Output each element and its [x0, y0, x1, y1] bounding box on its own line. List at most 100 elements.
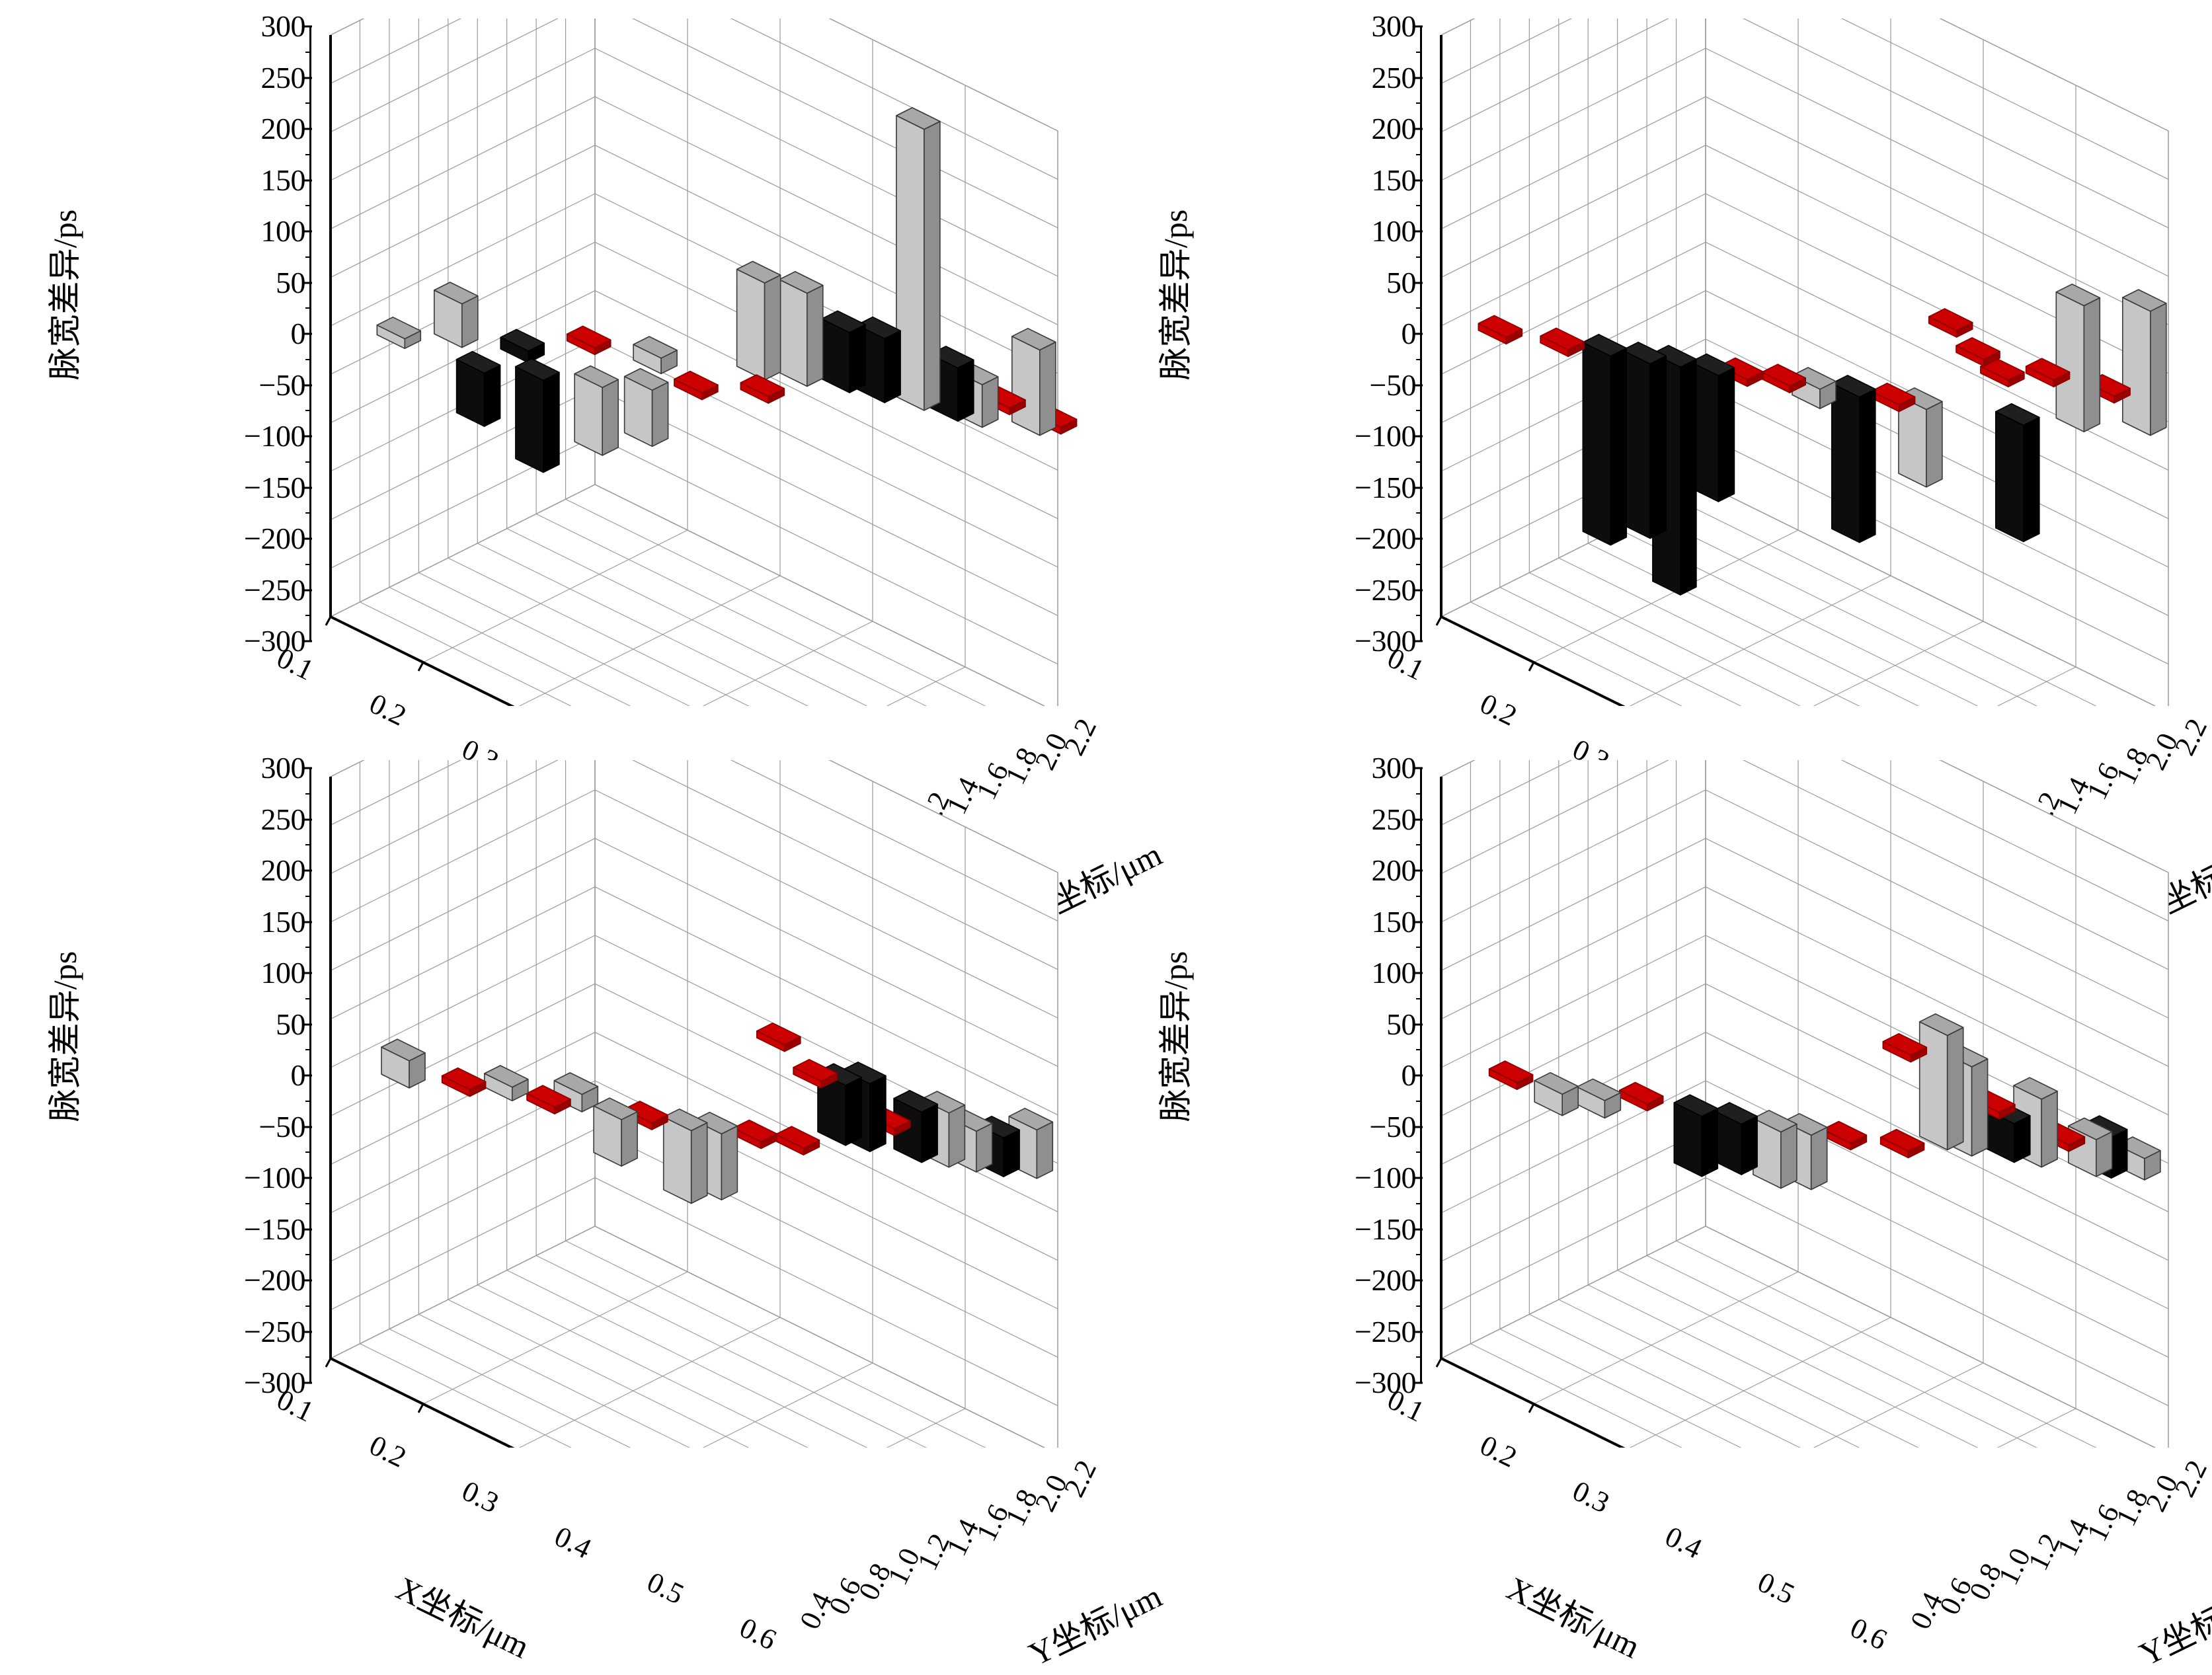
z-tick-label: −100: [1355, 1161, 1416, 1194]
z-tick-mark: [1413, 818, 1423, 820]
z-tick-mark-minor: [1416, 615, 1422, 617]
bar-3d: [455, 350, 501, 427]
bar-3d: [2055, 283, 2101, 433]
z-tick-label: −150: [244, 470, 305, 504]
z-tick-mark-minor: [1416, 410, 1422, 412]
bar-3d: [1582, 334, 1628, 546]
z-tick-mark: [1413, 767, 1423, 769]
z-tick-mark-minor: [1416, 1049, 1422, 1051]
bar-3d: [821, 310, 866, 393]
bar-3d: [376, 316, 422, 350]
figure-root: 300 250 200 150 100 50 0 −50 −100 −150 −200 −250 −30…: [7, 7, 2212, 1673]
z-tick-mark-minor: [1416, 102, 1422, 104]
bar-3d: [553, 1072, 599, 1112]
z-tick-label: 150: [1371, 163, 1417, 197]
bar-3d: [483, 1065, 529, 1102]
z-axis-line: [309, 768, 311, 1383]
bar-3d: [1622, 341, 1667, 539]
bar-3d: [1980, 358, 2025, 388]
bar-3d: [441, 1067, 487, 1097]
z-tick-mark-minor: [1416, 793, 1422, 795]
bar-3d: [623, 368, 669, 448]
z-axis-line: [309, 26, 311, 641]
bar-3d: [566, 325, 612, 356]
bar-3d: [381, 1038, 426, 1089]
bar-3d: [893, 1089, 938, 1163]
z-tick-label: −50: [258, 368, 306, 402]
z-tick-mark: [303, 1382, 312, 1384]
z-tick-label: −250: [1355, 1314, 1416, 1348]
x-tick-label: 0.3: [1567, 1474, 1615, 1520]
bar-3d: [662, 1108, 708, 1204]
z-tick-label: −300: [1355, 624, 1416, 658]
z-tick-mark: [1413, 1228, 1423, 1230]
z-tick-mark: [303, 282, 312, 284]
bar-3d: [526, 1085, 571, 1114]
z-tick-mark-minor: [305, 1202, 311, 1204]
z-tick-label: 0: [290, 317, 306, 350]
panel-a: 300 250 200 150 100 50 0 −50 −100 −150 −200 −250 −30…: [7, 7, 1167, 931]
z-tick-mark-minor: [305, 997, 311, 999]
z-tick-label: 50: [276, 1007, 306, 1041]
z-tick-label: 50: [1386, 265, 1417, 299]
z-tick-mark-minor: [305, 358, 311, 360]
scene-d: 0.1 0.2 0.3 0.4 0.5 0.6 0.4 0.6 0.8 1.0 1.2 1.4 1.6 1…: [1382, 760, 2212, 1673]
z-tick-mark: [303, 384, 312, 386]
x-tick-label: 0.6: [1845, 1611, 1893, 1656]
z-tick-mark-minor: [1416, 1100, 1422, 1102]
z-tick-mark-minor: [1416, 1305, 1422, 1307]
z-tick-mark: [303, 179, 312, 181]
z-tick-mark: [1413, 487, 1423, 488]
x-tick-label: 0.5: [1753, 1565, 1800, 1611]
x-tick-label: 0.4: [549, 1520, 597, 1565]
z-tick-mark-minor: [305, 793, 311, 795]
bar-3d: [1995, 403, 2040, 543]
z-tick-label: 100: [260, 956, 306, 990]
z-tick-mark: [1413, 1279, 1423, 1282]
z-tick-label: −250: [244, 572, 305, 607]
z-tick-mark: [1413, 77, 1423, 79]
z-tick-mark: [1413, 435, 1423, 438]
bar-3d: [674, 370, 719, 401]
z-tick-mark-minor: [1416, 1202, 1422, 1204]
z-tick-label: 0: [1401, 317, 1417, 350]
z-tick-mark: [1413, 128, 1423, 130]
z-axis-a: 300 250 200 150 100 50 0 −50 −100 −150 −200 −250 −30…: [139, 11, 312, 656]
z-tick-mark: [1413, 921, 1423, 923]
z-tick-label: 50: [1386, 1007, 1417, 1041]
z-tick-mark: [1413, 589, 1423, 591]
bar-3d: [1540, 327, 1585, 358]
z-tick-mark: [303, 1228, 312, 1230]
z-tick-mark: [1413, 537, 1423, 540]
bar-3d: [1488, 1060, 1534, 1090]
bar-3d: [1690, 353, 1735, 502]
bar-3d: [1478, 315, 1523, 345]
z-tick-mark: [303, 869, 312, 872]
bar-3d: [1822, 1120, 1868, 1151]
z-tick-mark-minor: [305, 1356, 311, 1358]
bar-3d: [1879, 1128, 1925, 1159]
z-tick-mark: [303, 537, 312, 540]
z-tick-mark-minor: [305, 1151, 311, 1153]
bar-3d: [515, 358, 560, 473]
z-tick-label: 100: [260, 214, 306, 248]
bar-3d: [593, 1097, 638, 1167]
z-tick-label: −200: [1355, 522, 1416, 555]
x-tick-label: 0.6: [734, 1611, 782, 1656]
z-tick-label: 250: [260, 60, 306, 95]
bar-3d: [793, 1058, 838, 1089]
z-tick-mark: [303, 1177, 312, 1179]
bar-3d: [1898, 387, 1943, 488]
z-tick-mark-minor: [1416, 563, 1422, 565]
z-tick-label: 300: [1371, 751, 1417, 785]
z-tick-label: −150: [1355, 1212, 1416, 1246]
bar-3d: [1870, 382, 1916, 412]
z-axis-d: 300 250 200 150 100 50 0 −50 −100 −150 −200 −250 −30…: [1249, 753, 1423, 1398]
bar-3d: [574, 365, 619, 456]
z-tick-mark: [1413, 640, 1423, 643]
z-tick-mark-minor: [305, 1305, 311, 1307]
z-tick-label: 250: [1371, 60, 1417, 95]
z-tick-label: −300: [1355, 1366, 1416, 1399]
bar3d-canvas-c: [325, 760, 1058, 1448]
z-tick-mark: [303, 1074, 312, 1077]
